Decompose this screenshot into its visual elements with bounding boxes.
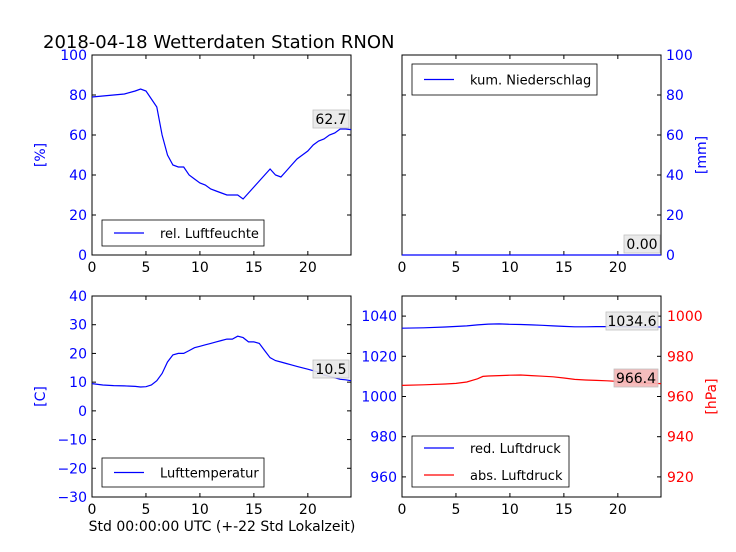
humidity-x-tick-label: 10 <box>191 260 209 276</box>
temperature-panel: 0 5 10 15 20 −30 −20 −10 0 10 20 30 40 [C] Lufttempera… <box>33 289 352 518</box>
pressure-x-tick-label: 10 <box>501 502 519 518</box>
pressure-x-tick-label: 0 <box>398 502 407 518</box>
temperature-y-tick-label: −10 <box>57 433 87 449</box>
temperature-y-tick-label: 10 <box>69 375 87 391</box>
pressure-y-tick-label: 1020 <box>361 349 397 365</box>
temperature-x-tick-label: 15 <box>245 502 263 518</box>
temperature-y-tick-label: −30 <box>57 490 87 506</box>
temperature-y-tick-label: −20 <box>57 461 87 477</box>
temperature-x-tick-label: 10 <box>191 502 209 518</box>
precipitation-x-tick-label: 10 <box>501 260 519 276</box>
pressure-value-annotation-0-bg <box>605 311 659 331</box>
pressure-y-tick-label: 960 <box>370 470 397 486</box>
pressure-y-tick-label: 1040 <box>361 309 397 325</box>
temperature-y-tick-label: 40 <box>69 289 87 305</box>
temperature-x-tick-label: 20 <box>299 502 317 518</box>
temperature-y-tick-label: 20 <box>69 346 87 362</box>
humidity-y-axis-label: [%] <box>33 143 49 167</box>
humidity-panel: 0 5 10 15 20 0 20 40 60 80 100 [%] rel. Luftfeuchte 6… <box>33 48 352 276</box>
precipitation-y-tick-label: 60 <box>666 128 684 144</box>
humidity-y-tick-label: 20 <box>69 208 87 224</box>
humidity-x-tick-label: 5 <box>141 260 150 276</box>
precipitation-value-annotation: 0.00 <box>626 237 657 253</box>
pressure-y-right-tick-label: 920 <box>667 470 694 486</box>
humidity-series-line-0 <box>91 88 352 200</box>
precipitation-x-tick-label: 0 <box>398 260 407 276</box>
humidity-value-annotation: 62.7 <box>315 112 346 128</box>
temperature-axes-frame <box>91 295 352 498</box>
pressure-value-annotation-0: 1034.6 <box>608 314 657 330</box>
humidity-x-tick-label: 0 <box>88 260 97 276</box>
humidity-y-tick-label: 60 <box>69 128 87 144</box>
temperature-y-axis-label: [C] <box>33 386 49 407</box>
pressure-x-tick-label: 5 <box>451 502 460 518</box>
pressure-y-right-tick-label: 980 <box>667 349 694 365</box>
humidity-y-tick-label: 0 <box>78 248 87 264</box>
temperature-y-tick-label: 0 <box>78 404 87 420</box>
precipitation-value-annotation-bg <box>623 234 661 254</box>
pressure-legend-label: abs. Luftdruck <box>470 469 563 484</box>
pressure-y-tick-label: 980 <box>370 430 397 446</box>
pressure-y-right-tick-label: 1000 <box>667 309 703 325</box>
pressure-value-annotation-1-bg <box>613 368 659 388</box>
temperature-value-annotation-bg <box>312 359 350 379</box>
precipitation-y-tick-label: 40 <box>666 168 684 184</box>
temperature-y-tick-label: 30 <box>69 318 87 334</box>
temperature-x-tick-label: 0 <box>88 502 97 518</box>
precipitation-y-tick-label: 100 <box>666 48 693 64</box>
precipitation-x-tick-label: 15 <box>555 260 573 276</box>
pressure-x-tick-label: 15 <box>555 502 573 518</box>
temperature-legend-label: Lufttemperatur <box>160 467 259 482</box>
pressure-y-tick-label: 1000 <box>361 390 397 406</box>
humidity-y-tick-label: 40 <box>69 168 87 184</box>
pressure-y-right-tick-label: 940 <box>667 430 694 446</box>
pressure-legend-box <box>411 435 570 488</box>
temperature-value-annotation: 10.5 <box>315 362 346 378</box>
precipitation-y-tick-label: 0 <box>666 248 675 264</box>
humidity-legend-label: rel. Luftfeuchte <box>160 227 259 242</box>
precipitation-x-tick-label: 20 <box>609 260 627 276</box>
pressure-legend-label: red. Luftdruck <box>470 442 561 457</box>
humidity-y-tick-label: 80 <box>69 88 87 104</box>
humidity-y-tick-label: 100 <box>60 48 87 64</box>
temperature-series-line-0 <box>91 335 352 388</box>
humidity-x-tick-label: 20 <box>299 260 317 276</box>
precipitation-legend-label: kum. Niederschlag <box>470 74 591 89</box>
precipitation-x-tick-label: 5 <box>451 260 460 276</box>
precipitation-panel: 0 5 10 15 20 0 20 40 60 80 100 [mm] kum. Niederschla… <box>398 48 710 276</box>
humidity-axes-frame <box>91 54 352 256</box>
figure-title: 2018-04-18 Wetterdaten Station RNON <box>43 32 394 53</box>
figure-x-axis-label: Std 00:00:00 UTC (+-22 Std Lokalzeit) <box>89 519 356 535</box>
pressure-panel: 0 5 10 15 20 960 980 1000 1020 1040 920 940 960 980 10… <box>361 295 720 518</box>
pressure-value-annotation-1: 966.4 <box>616 371 656 387</box>
precipitation-y-tick-label: 80 <box>666 88 684 104</box>
precipitation-y-tick-label: 20 <box>666 208 684 224</box>
pressure-x-tick-label: 20 <box>609 502 627 518</box>
pressure-y-axis-right-label: [hPa] <box>704 378 720 414</box>
pressure-y-right-tick-label: 960 <box>667 390 694 406</box>
humidity-value-annotation-bg <box>312 109 350 129</box>
precipitation-y-axis-label: [mm] <box>694 136 710 174</box>
temperature-x-tick-label: 5 <box>141 502 150 518</box>
humidity-x-tick-label: 15 <box>245 260 263 276</box>
